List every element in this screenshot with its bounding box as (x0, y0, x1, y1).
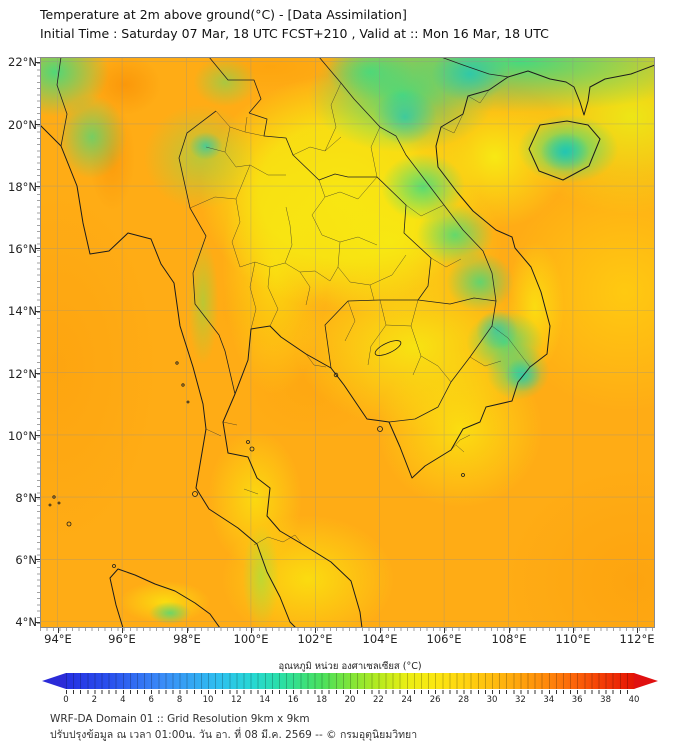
hainan-island-path (528, 120, 601, 181)
lat-tick (35, 61, 40, 63)
lat-tick (35, 434, 40, 436)
cbar-tick-14: 14 (259, 695, 271, 705)
lat-label-14n: 14°N (8, 304, 37, 318)
lon-tick (637, 628, 639, 633)
lat-tick (35, 186, 40, 188)
lat-tick (35, 310, 40, 312)
lon-label-106e: 106°E (426, 632, 462, 646)
lon-tick (444, 628, 446, 633)
lon-tick (379, 628, 381, 633)
country-borders-path (56, 57, 510, 423)
page-title: Temperature at 2m above ground(°C) - [Da… (40, 7, 407, 22)
colorbar-tick-labels: 0 2 4 6 8 10 12 14 16 18 20 22 24 26 28 … (42, 695, 658, 707)
temperature-field (40, 57, 655, 628)
cbar-tick-16: 16 (287, 695, 299, 705)
lon-tick (122, 628, 124, 633)
cbar-tick-30: 30 (486, 695, 498, 705)
colorbar-bar (42, 673, 658, 694)
lat-tick (35, 559, 40, 561)
footer: WRF-DA Domain 01 :: Grid Resolution 9km … (50, 711, 417, 744)
lon-tick (572, 628, 574, 633)
lon-label-98e: 98°E (173, 632, 201, 646)
map-overlay (40, 57, 655, 628)
lon-label-102e: 102°E (297, 632, 333, 646)
colorbar-gradient (66, 673, 634, 689)
footer-update-info: ปรับปรุงข้อมูล ณ เวลา 01:00น. วัน อา. ที… (50, 729, 418, 742)
cbar-tick-0: 0 (63, 695, 69, 705)
lat-tick (35, 621, 40, 623)
lon-label-104e: 104°E (362, 632, 398, 646)
lon-tick (186, 628, 188, 633)
cbar-tick-34: 34 (543, 695, 555, 705)
cbar-tick-4: 4 (120, 695, 126, 705)
cbar-tick-6: 6 (148, 695, 154, 705)
lat-tick (35, 497, 40, 499)
lat-label-16n: 16°N (8, 242, 37, 256)
lon-label-96e: 96°E (108, 632, 136, 646)
cbar-tick-36: 36 (571, 695, 583, 705)
lon-tick (250, 628, 252, 633)
cbar-tick-28: 28 (458, 695, 469, 705)
lon-tick (315, 628, 317, 633)
cbar-tick-2: 2 (91, 695, 98, 705)
cbar-tick-24: 24 (401, 695, 413, 705)
cbar-tick-40: 40 (628, 695, 640, 705)
colorbar-minor-ticks (66, 690, 634, 694)
lat-label-18n: 18°N (8, 180, 37, 194)
cbar-tick-38: 38 (600, 695, 611, 705)
lat-label-12n: 12°N (8, 367, 37, 381)
lon-tick (508, 628, 510, 633)
lat-tick (35, 372, 40, 374)
lon-label-94e: 94°E (44, 632, 72, 646)
cbar-tick-32: 32 (514, 695, 526, 705)
lon-label-100e: 100°E (233, 632, 269, 646)
lat-tick (35, 123, 40, 125)
cbar-tick-18: 18 (316, 695, 327, 705)
map-frame (40, 57, 655, 628)
colorbar-right-arrow (634, 673, 658, 689)
cbar-tick-22: 22 (372, 695, 384, 705)
map-area: 22°N 20°N 18°N 16°N 14°N 12°N 10°N 8°N 6… (8, 55, 655, 646)
colorbar-title: อุณหภูมิ หน่วย องศาเซลเซียส (°C) (278, 661, 422, 672)
title-block: Temperature at 2m above ground(°C) - [Da… (40, 6, 549, 44)
lat-label-8n: 8°N (15, 491, 37, 505)
cbar-tick-20: 20 (344, 695, 356, 705)
graticule (40, 57, 655, 628)
lon-label-110e: 110°E (555, 632, 591, 646)
lat-minor-ticks (37, 57, 40, 628)
lat-label-22n: 22°N (8, 55, 37, 69)
sumatra-island-path (109, 568, 221, 628)
page-subtitle: Initial Time : Saturday 07 Mar, 18 UTC F… (40, 25, 549, 41)
province-borders-path (189, 82, 531, 546)
lat-label-10n: 10°N (8, 429, 37, 443)
lon-label-112e: 112°E (619, 632, 655, 646)
cbar-tick-10: 10 (202, 695, 214, 705)
cbar-tick-26: 26 (429, 695, 441, 705)
lat-label-20n: 20°N (8, 118, 37, 132)
lon-minor-ticks (40, 628, 655, 631)
footer-domain-info: WRF-DA Domain 01 :: Grid Resolution 9km … (50, 713, 310, 725)
cbar-tick-12: 12 (230, 695, 242, 705)
colorbar: อุณหภูมิ หน่วย องศาเซลเซียส (°C) 0 2 4 6… (42, 659, 658, 707)
colorbar-left-arrow (42, 673, 66, 689)
lat-label-6n: 6°N (15, 553, 37, 567)
cbar-tick-8: 8 (176, 695, 183, 705)
lon-tick (57, 628, 59, 633)
lon-label-108e: 108°E (491, 632, 527, 646)
coastline-path (40, 64, 655, 628)
tonle-sap-lake (374, 340, 402, 356)
lat-label-4n: 4°N (15, 615, 37, 629)
small-islands (48, 361, 465, 568)
lat-tick (35, 248, 40, 250)
